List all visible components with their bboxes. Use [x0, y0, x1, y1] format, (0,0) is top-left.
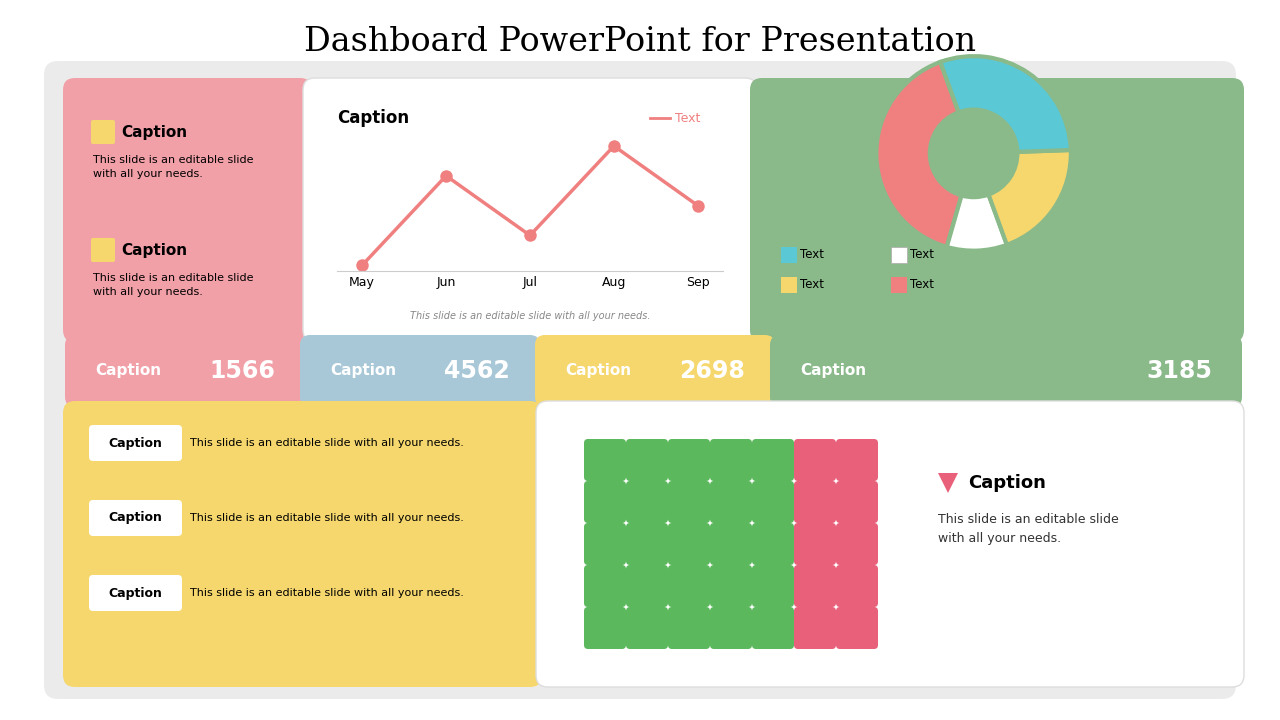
FancyBboxPatch shape	[63, 78, 312, 342]
Text: Caption: Caption	[95, 364, 161, 379]
FancyBboxPatch shape	[668, 565, 710, 607]
Text: This slide is an editable slide with all your needs.: This slide is an editable slide with all…	[410, 311, 650, 321]
FancyBboxPatch shape	[891, 247, 908, 263]
Text: Text: Text	[800, 279, 824, 292]
FancyBboxPatch shape	[750, 78, 1244, 342]
Wedge shape	[877, 62, 961, 247]
FancyBboxPatch shape	[536, 401, 1244, 687]
FancyBboxPatch shape	[91, 238, 115, 262]
Text: This slide is an editable slide with all your needs.: This slide is an editable slide with all…	[189, 588, 463, 598]
Text: 1566: 1566	[209, 359, 275, 383]
FancyBboxPatch shape	[626, 439, 668, 481]
FancyBboxPatch shape	[626, 565, 668, 607]
Text: 4562: 4562	[444, 359, 509, 383]
Text: 2698: 2698	[680, 359, 745, 383]
FancyBboxPatch shape	[836, 565, 878, 607]
Text: This slide is an editable slide
with all your needs.: This slide is an editable slide with all…	[93, 273, 253, 297]
FancyBboxPatch shape	[44, 61, 1236, 699]
FancyBboxPatch shape	[668, 523, 710, 565]
FancyBboxPatch shape	[753, 439, 794, 481]
FancyBboxPatch shape	[584, 565, 626, 607]
FancyBboxPatch shape	[668, 481, 710, 523]
FancyBboxPatch shape	[584, 439, 626, 481]
FancyBboxPatch shape	[794, 607, 836, 649]
Text: Caption: Caption	[108, 587, 163, 600]
FancyBboxPatch shape	[710, 523, 753, 565]
Text: Caption: Caption	[800, 364, 867, 379]
FancyBboxPatch shape	[891, 277, 908, 293]
Text: This slide is an editable slide
with all your needs.: This slide is an editable slide with all…	[93, 155, 253, 179]
FancyBboxPatch shape	[63, 401, 541, 687]
FancyBboxPatch shape	[710, 481, 753, 523]
Text: Dashboard PowerPoint for Presentation: Dashboard PowerPoint for Presentation	[305, 26, 977, 58]
FancyBboxPatch shape	[794, 565, 836, 607]
FancyBboxPatch shape	[584, 607, 626, 649]
Wedge shape	[988, 150, 1071, 245]
Text: 3185: 3185	[1146, 359, 1212, 383]
Polygon shape	[938, 473, 957, 493]
FancyBboxPatch shape	[794, 523, 836, 565]
FancyBboxPatch shape	[753, 607, 794, 649]
FancyBboxPatch shape	[668, 607, 710, 649]
FancyBboxPatch shape	[90, 500, 182, 536]
FancyBboxPatch shape	[90, 575, 182, 611]
FancyBboxPatch shape	[781, 277, 797, 293]
FancyBboxPatch shape	[710, 439, 753, 481]
FancyBboxPatch shape	[753, 565, 794, 607]
Text: This slide is an editable slide with all your needs.: This slide is an editable slide with all…	[189, 513, 463, 523]
Text: Caption: Caption	[108, 511, 163, 524]
FancyBboxPatch shape	[836, 439, 878, 481]
Text: Caption: Caption	[122, 125, 187, 140]
FancyBboxPatch shape	[836, 481, 878, 523]
FancyBboxPatch shape	[303, 78, 756, 342]
Text: Caption: Caption	[108, 436, 163, 449]
FancyBboxPatch shape	[710, 565, 753, 607]
Wedge shape	[947, 194, 1007, 251]
FancyBboxPatch shape	[710, 607, 753, 649]
Text: Text: Text	[675, 112, 700, 125]
Text: Caption: Caption	[968, 474, 1046, 492]
Text: Text: Text	[910, 279, 934, 292]
Text: This slide is an editable slide with all your needs.: This slide is an editable slide with all…	[189, 438, 463, 448]
FancyBboxPatch shape	[626, 523, 668, 565]
Text: This slide is an editable slide
with all your needs.: This slide is an editable slide with all…	[938, 513, 1119, 545]
Text: Text: Text	[910, 248, 934, 261]
FancyBboxPatch shape	[626, 607, 668, 649]
FancyBboxPatch shape	[794, 481, 836, 523]
Text: Caption: Caption	[564, 364, 631, 379]
FancyBboxPatch shape	[584, 523, 626, 565]
FancyBboxPatch shape	[65, 335, 305, 407]
FancyBboxPatch shape	[584, 481, 626, 523]
Text: Caption: Caption	[337, 109, 410, 127]
FancyBboxPatch shape	[753, 481, 794, 523]
FancyBboxPatch shape	[781, 247, 797, 263]
FancyBboxPatch shape	[90, 425, 182, 461]
FancyBboxPatch shape	[535, 335, 774, 407]
FancyBboxPatch shape	[753, 523, 794, 565]
FancyBboxPatch shape	[836, 607, 878, 649]
FancyBboxPatch shape	[668, 439, 710, 481]
FancyBboxPatch shape	[300, 335, 540, 407]
FancyBboxPatch shape	[836, 523, 878, 565]
FancyBboxPatch shape	[626, 481, 668, 523]
FancyBboxPatch shape	[91, 120, 115, 144]
FancyBboxPatch shape	[794, 439, 836, 481]
Text: Text: Text	[800, 248, 824, 261]
FancyBboxPatch shape	[771, 335, 1242, 407]
Text: Caption: Caption	[122, 243, 187, 258]
Wedge shape	[941, 56, 1071, 152]
Text: Caption: Caption	[330, 364, 396, 379]
